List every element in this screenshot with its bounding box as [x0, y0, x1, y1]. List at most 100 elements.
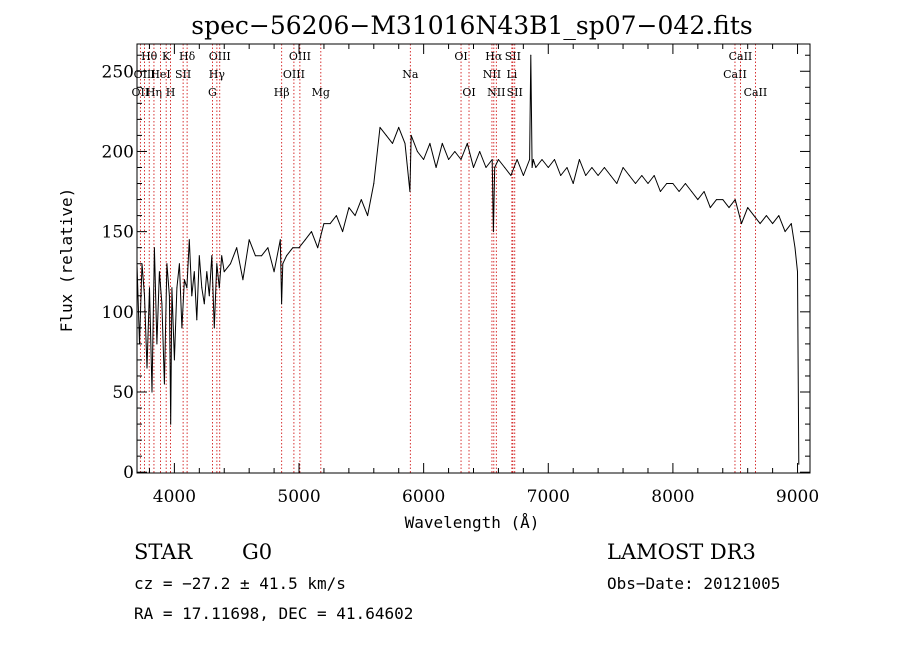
line-label-18: OI — [462, 86, 475, 99]
data-point-0-92 — [531, 167, 533, 168]
data-point-0-81 — [485, 167, 487, 168]
data-point-0-64 — [385, 134, 387, 136]
line-label-25: CaII — [723, 68, 747, 81]
data-point-0-5 — [149, 287, 150, 289]
axis-ticks: 4000 5000 6000 7000 8000 9000 0 50 100 150 200 250 — [102, 44, 819, 507]
data-point-0-137 — [797, 271, 798, 273]
data-point-0-122 — [709, 207, 711, 209]
data-point-0-90 — [529, 159, 531, 160]
data-point-0-118 — [684, 183, 686, 184]
line-label-12: Hβ — [274, 86, 290, 99]
data-point-0-77 — [460, 159, 462, 160]
y-tick-label-4: 200 — [102, 142, 134, 162]
data-point-0-12 — [166, 263, 168, 265]
data-point-0-91 — [530, 54, 532, 56]
data-point-0-38 — [236, 247, 238, 249]
chart-title: spec−56206−M31016N43B1_sp07−042.fits — [191, 11, 752, 40]
data-point-0-78 — [466, 142, 468, 144]
data-point-0-119 — [691, 191, 693, 192]
data-point-0-3 — [144, 295, 145, 297]
line-label-13: OIII — [283, 68, 305, 81]
data-point-0-31 — [211, 255, 213, 257]
line-label-7: SII — [175, 68, 191, 81]
data-point-0-30 — [208, 295, 210, 297]
data-point-0-27 — [201, 287, 203, 289]
data-point-0-123 — [716, 199, 717, 201]
data-point-0-16 — [173, 359, 175, 361]
data-point-0-131 — [765, 215, 767, 217]
line-label-21: NII — [487, 86, 505, 99]
data-point-0-98 — [560, 175, 562, 176]
data-point-0-100 — [572, 183, 574, 184]
data-point-0-111 — [641, 175, 643, 176]
data-point-0-34 — [218, 287, 220, 289]
data-point-0-83 — [492, 231, 494, 233]
spectral-subclass: G0 — [242, 540, 273, 564]
data-point-0-101 — [578, 159, 580, 160]
data-point-0-57 — [342, 231, 344, 233]
line-label-27: CaII — [744, 86, 768, 99]
data-point-0-70 — [416, 151, 418, 152]
data-point-0-61 — [367, 215, 369, 217]
data-point-0-45 — [279, 239, 281, 241]
line-label-3: HeI — [150, 68, 170, 81]
data-point-0-29 — [206, 271, 208, 273]
data-point-0-116 — [672, 183, 674, 184]
data-point-0-138 — [798, 463, 800, 465]
data-point-0-39 — [242, 279, 244, 281]
data-point-0-108 — [622, 167, 624, 168]
data-point-0-103 — [591, 167, 593, 168]
data-point-0-50 — [298, 247, 300, 249]
data-point-0-68 — [409, 191, 411, 192]
line-label-2: Hη — [146, 86, 162, 99]
data-point-0-134 — [784, 231, 786, 233]
data-point-0-62 — [373, 183, 375, 184]
data-point-0-40 — [248, 239, 250, 241]
line-label-17: OI — [454, 50, 467, 63]
flux-series — [136, 54, 800, 465]
data-point-0-132 — [772, 223, 774, 225]
data-point-0-84 — [494, 167, 496, 168]
data-point-0-36 — [223, 271, 225, 273]
data-point-0-85 — [497, 159, 499, 160]
data-point-0-53 — [317, 247, 319, 249]
data-point-0-11 — [163, 383, 165, 385]
data-point-0-60 — [360, 199, 362, 201]
data-point-0-49 — [292, 247, 294, 249]
y-tick-label-1: 50 — [112, 383, 134, 403]
data-point-0-114 — [659, 191, 661, 192]
data-point-0-22 — [188, 239, 190, 241]
x-tick-label-1: 5000 — [277, 487, 320, 507]
data-point-0-15 — [171, 287, 173, 289]
object-class: STAR — [134, 540, 193, 564]
data-point-0-28 — [203, 303, 205, 305]
x-tick-label-3: 7000 — [527, 487, 570, 507]
data-point-0-136 — [794, 247, 796, 249]
line-label-26: CaII — [729, 50, 753, 63]
data-point-0-47 — [282, 263, 284, 265]
data-point-0-14 — [170, 423, 172, 425]
observation-date: Obs−Date: 20121005 — [607, 574, 781, 593]
data-point-0-65 — [392, 142, 393, 144]
line-label-16: Na — [402, 68, 419, 81]
data-point-0-51 — [304, 239, 306, 241]
data-point-0-127 — [741, 223, 742, 225]
data-point-0-135 — [790, 223, 792, 225]
data-point-0-130 — [759, 223, 761, 225]
line-label-8: Hδ — [179, 50, 196, 63]
data-point-0-126 — [734, 199, 736, 201]
data-point-0-124 — [722, 199, 724, 201]
data-point-0-8 — [156, 343, 158, 345]
data-point-0-25 — [196, 319, 198, 321]
data-point-0-82 — [491, 159, 493, 160]
data-point-0-26 — [198, 255, 200, 257]
data-point-0-23 — [191, 295, 193, 297]
data-point-0-7 — [153, 247, 155, 249]
data-point-0-102 — [585, 175, 587, 176]
y-tick-label-5: 250 — [102, 62, 134, 82]
data-point-0-121 — [703, 191, 705, 192]
line-label-9: OIII — [209, 50, 231, 63]
data-point-0-19 — [181, 327, 183, 329]
data-point-0-35 — [221, 255, 223, 257]
